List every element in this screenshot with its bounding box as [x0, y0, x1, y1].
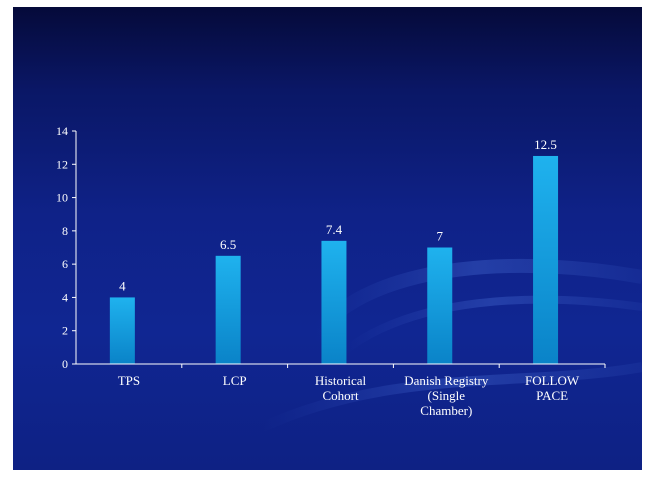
x-category-label: (Single: [428, 388, 466, 403]
x-category-label: TPS: [118, 373, 140, 388]
y-tick-label: 6: [62, 257, 68, 271]
x-category-label: PACE: [536, 388, 568, 403]
x-category-label: LCP: [223, 373, 247, 388]
data-label: 7.4: [326, 222, 343, 237]
bar: [215, 255, 241, 364]
data-label: 4: [119, 278, 126, 293]
y-tick-label: 4: [62, 290, 68, 304]
y-tick-label: 0: [62, 357, 68, 371]
x-category-label: FOLLOW: [525, 373, 580, 388]
x-category-label: Cohort: [322, 388, 359, 403]
bar: [427, 247, 453, 364]
x-category-label: Chamber): [420, 403, 472, 418]
x-category-label: Historical: [315, 373, 367, 388]
y-tick-label: 8: [62, 224, 68, 238]
x-category-label: Danish Registry: [404, 373, 489, 388]
bar: [109, 297, 135, 364]
y-tick-label: 14: [56, 124, 68, 138]
data-label: 7: [437, 229, 444, 244]
slide-background: 0 2 4 6 8 10 12 14 TPS LCP Historical Cohort Danish…: [13, 7, 642, 470]
bar: [321, 240, 347, 364]
data-label: 6.5: [220, 237, 236, 252]
y-tick-label: 12: [56, 157, 68, 171]
bar: [533, 155, 559, 364]
data-label: 12.5: [534, 137, 557, 152]
y-tick-label: 2: [62, 324, 68, 338]
y-tick-label: 10: [56, 191, 68, 205]
